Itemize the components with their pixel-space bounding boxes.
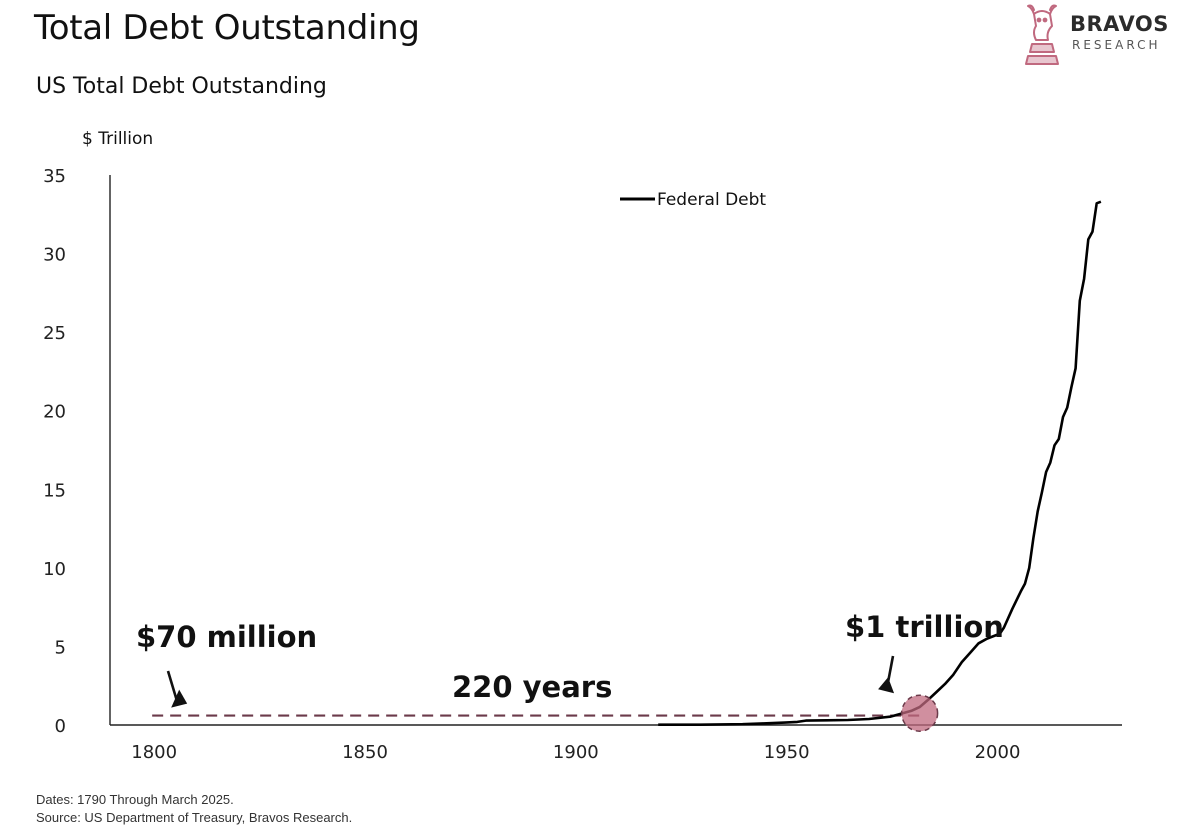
x-tick-label: 1950 bbox=[764, 742, 810, 763]
legend: Federal Debt bbox=[620, 190, 766, 210]
y-tick-label: 20 bbox=[43, 402, 66, 423]
y-tick-label: 25 bbox=[43, 323, 66, 344]
series-layer bbox=[658, 200, 1102, 732]
x-tick-label: 2000 bbox=[975, 742, 1021, 763]
brand-tagline: RESEARCH bbox=[1072, 38, 1161, 52]
arrow-70-million-shaft bbox=[166, 670, 179, 702]
y-tick-label: 15 bbox=[43, 480, 66, 501]
annotation-1-trillion: $1 trillion bbox=[845, 610, 1004, 644]
arrow-70-million-head bbox=[171, 689, 188, 708]
annotations: $70 million 220 years $1 trillion bbox=[136, 610, 1004, 708]
y-axis-label: $ Trillion bbox=[82, 129, 153, 149]
x-tick-label: 1850 bbox=[342, 742, 388, 763]
chart-subtitle: US Total Debt Outstanding bbox=[36, 74, 327, 99]
y-tick-label: 30 bbox=[43, 245, 66, 266]
y-tick-label: 0 bbox=[55, 716, 66, 737]
axes: 0 5 10 15 20 25 30 35 1800 1850 1900 1950 2000 bbox=[43, 166, 1122, 763]
legend-label-federal-debt: Federal Debt bbox=[657, 190, 766, 210]
footer-dates: Dates: 1790 Through March 2025. bbox=[36, 792, 234, 807]
x-tick-label: 1800 bbox=[131, 742, 177, 763]
annotation-70-million: $70 million bbox=[136, 620, 317, 654]
arrow-1-trillion-head bbox=[878, 677, 895, 694]
y-tick-label: 5 bbox=[55, 637, 66, 658]
one-trillion-highlight-marker bbox=[900, 694, 939, 732]
annotation-220-years: 220 years bbox=[452, 670, 612, 704]
brand-logo: BRAVOS RESEARCH bbox=[1022, 2, 1192, 72]
y-tick-label: 10 bbox=[43, 559, 66, 580]
series-line-federal-debt bbox=[658, 200, 1102, 727]
footer-source: Source: US Department of Treasury, Bravo… bbox=[36, 810, 353, 825]
chart-title: Total Debt Outstanding bbox=[34, 8, 420, 48]
x-tick-label: 1900 bbox=[553, 742, 599, 763]
brand-name: BRAVOS bbox=[1070, 12, 1169, 36]
bull-chess-knight-icon bbox=[1025, 4, 1059, 65]
y-tick-label: 35 bbox=[43, 166, 66, 187]
